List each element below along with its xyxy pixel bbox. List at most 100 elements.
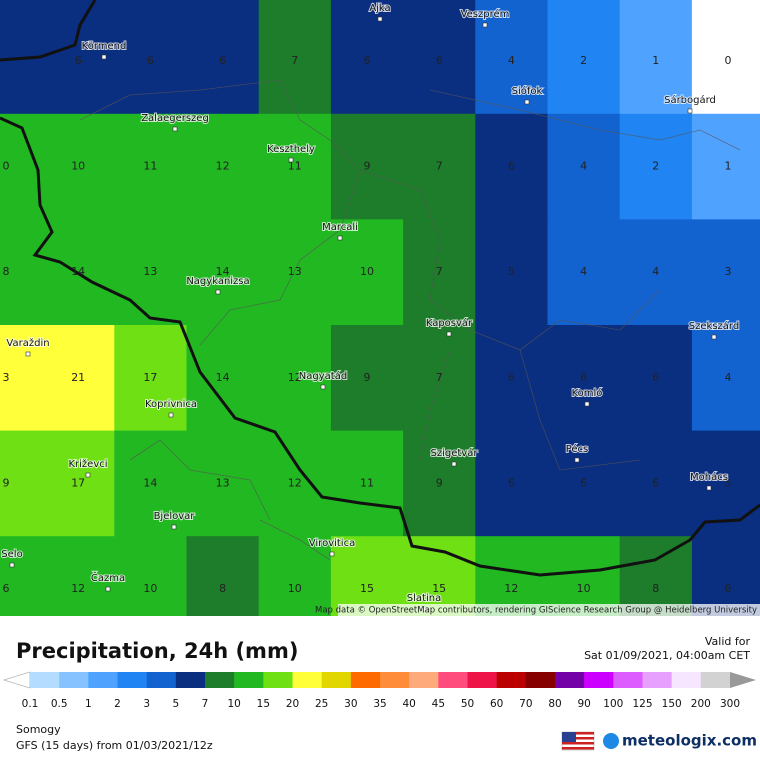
city-marker bbox=[101, 54, 107, 60]
city-label: Selo bbox=[1, 549, 22, 560]
precip-cell bbox=[114, 430, 187, 537]
city-marker bbox=[706, 485, 712, 491]
legend-label: 35 bbox=[373, 698, 386, 710]
legend-swatch bbox=[175, 672, 206, 688]
legend-arrow-high bbox=[730, 672, 756, 688]
city-label: Körmend bbox=[82, 41, 127, 52]
city-marker bbox=[9, 562, 15, 568]
grid-value: 6 bbox=[75, 54, 82, 67]
precip-cell bbox=[475, 219, 548, 326]
grid-value: 6 bbox=[147, 54, 154, 67]
legend-label: 200 bbox=[691, 698, 711, 710]
grid-value: 12 bbox=[71, 582, 85, 595]
city-label: Slatina bbox=[407, 593, 441, 604]
grid-value: 17 bbox=[143, 371, 157, 384]
legend-label: 50 bbox=[461, 698, 474, 710]
legend-label: 90 bbox=[577, 698, 590, 710]
city-marker bbox=[320, 384, 326, 390]
grid-value: 6 bbox=[508, 371, 515, 384]
grid-value: 2 bbox=[652, 160, 659, 173]
grid-value: 21 bbox=[71, 371, 85, 384]
city-label: Sárbogárd bbox=[664, 94, 716, 106]
legend-label: 10 bbox=[227, 698, 240, 710]
legend-swatch bbox=[263, 672, 293, 688]
city-marker bbox=[85, 472, 91, 478]
precip-cell bbox=[403, 430, 476, 537]
title: Precipitation, 24h (mm) bbox=[16, 639, 298, 663]
legend-swatch bbox=[146, 672, 177, 688]
legend-swatch bbox=[584, 672, 614, 688]
city-label: Mohács bbox=[690, 471, 728, 483]
precip-cell bbox=[691, 325, 760, 432]
legend: 0.1 0.5 1 2 3 5 7 10 15 20 25 30 35 40 45 50 60 70 80 90 100… bbox=[2, 671, 756, 710]
precip-cell bbox=[475, 430, 548, 537]
legend-swatch bbox=[321, 672, 352, 688]
precip-cell bbox=[475, 0, 548, 115]
grid-value: 14 bbox=[216, 265, 230, 278]
grid-value: 4 bbox=[652, 265, 659, 278]
precip-cell bbox=[114, 219, 187, 326]
grid-value: 7 bbox=[436, 265, 443, 278]
precip-cell bbox=[330, 0, 404, 115]
city-marker bbox=[584, 401, 590, 407]
grid-value: 9 bbox=[436, 476, 443, 489]
city-label: Keszthely bbox=[267, 144, 315, 155]
legend-swatch bbox=[59, 672, 89, 688]
grid-value: 11 bbox=[143, 160, 157, 173]
precip-cell bbox=[403, 0, 476, 115]
precip-cell bbox=[258, 0, 332, 115]
precip-cell bbox=[619, 219, 693, 326]
grid-value: 10 bbox=[577, 582, 591, 595]
precip-cell bbox=[403, 325, 476, 432]
legend-label: 70 bbox=[519, 698, 532, 710]
grid-value: 6 bbox=[652, 476, 659, 489]
grid-value: 14 bbox=[216, 371, 230, 384]
grid-value: 6 bbox=[364, 54, 371, 67]
legend-label: 0.1 bbox=[22, 698, 39, 710]
precip-cell bbox=[330, 325, 404, 432]
valid-label: Valid for bbox=[705, 635, 751, 648]
legend-label: 25 bbox=[315, 698, 328, 710]
grid-value: 4 bbox=[580, 160, 587, 173]
grid-value: 0 bbox=[3, 160, 10, 173]
precip-cell bbox=[114, 0, 187, 115]
precip-cell bbox=[619, 0, 693, 115]
precip-cell bbox=[0, 536, 115, 616]
model-run: GFS (15 days) from 01/03/2021/12z bbox=[16, 739, 213, 752]
grid-value: 10 bbox=[360, 265, 374, 278]
legend-swatch bbox=[555, 672, 585, 688]
brand[interactable]: meteologix.com bbox=[622, 732, 757, 750]
grid-value: 4 bbox=[580, 265, 587, 278]
precip-cell bbox=[258, 325, 332, 432]
precip-cell bbox=[330, 113, 404, 220]
grid-value: 13 bbox=[216, 476, 230, 489]
legend-label: 0.5 bbox=[51, 698, 68, 710]
city-label: Marcali bbox=[322, 222, 358, 233]
city-marker bbox=[337, 235, 343, 241]
map: 6 6 6 7 6 6 4 2 1 00 10 11 12 11 9 7 6 4 2 18 14 13 14 13 10 7 5 4 4… bbox=[0, 0, 760, 616]
city-label: Ajka bbox=[369, 3, 390, 14]
precip-cell bbox=[258, 430, 332, 537]
precip-cell bbox=[186, 0, 260, 115]
grid-value: 12 bbox=[216, 160, 230, 173]
legend-label: 45 bbox=[432, 698, 445, 710]
precip-cell bbox=[0, 219, 115, 326]
precip-cell bbox=[330, 536, 404, 616]
grid-value: 4 bbox=[508, 54, 515, 67]
legend-label: 40 bbox=[402, 698, 415, 710]
precip-cell bbox=[619, 113, 693, 220]
precip-cell bbox=[330, 219, 404, 326]
grid-value: 13 bbox=[143, 265, 157, 278]
legend-label: 5 bbox=[172, 698, 179, 710]
city-marker bbox=[288, 157, 294, 163]
precip-cell bbox=[547, 219, 621, 326]
city-label: Čazma bbox=[91, 571, 125, 584]
grid-value: 6 bbox=[580, 476, 587, 489]
precip-cell bbox=[619, 536, 693, 616]
city-label: Koprivnica bbox=[145, 399, 197, 410]
city-label: Križevci bbox=[68, 458, 107, 470]
city-marker bbox=[215, 289, 221, 295]
city-label: Varaždin bbox=[6, 337, 49, 349]
city-marker bbox=[329, 551, 335, 557]
legend-swatch bbox=[30, 672, 60, 688]
